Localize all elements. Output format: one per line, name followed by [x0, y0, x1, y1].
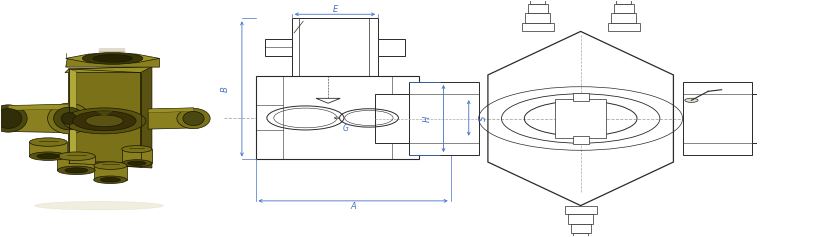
- Ellipse shape: [128, 161, 146, 165]
- Bar: [564, 205, 597, 214]
- Polygon shape: [65, 67, 152, 73]
- Ellipse shape: [63, 108, 146, 134]
- Bar: [570, 224, 591, 232]
- Circle shape: [334, 117, 340, 119]
- Ellipse shape: [72, 111, 136, 131]
- Ellipse shape: [122, 146, 152, 153]
- Bar: [530, 0, 545, 5]
- Ellipse shape: [57, 152, 95, 160]
- Polygon shape: [66, 58, 159, 67]
- Polygon shape: [316, 98, 340, 103]
- Ellipse shape: [177, 108, 210, 129]
- Bar: [613, 5, 633, 13]
- Bar: [409, 82, 479, 155]
- Polygon shape: [8, 104, 69, 110]
- Bar: [265, 39, 292, 56]
- Polygon shape: [94, 166, 127, 180]
- Polygon shape: [8, 104, 69, 133]
- Bar: [573, 136, 588, 144]
- Text: E: E: [332, 5, 338, 14]
- Bar: [574, 232, 588, 237]
- Ellipse shape: [0, 109, 22, 128]
- Ellipse shape: [122, 160, 152, 167]
- Polygon shape: [69, 69, 140, 167]
- Polygon shape: [29, 142, 67, 156]
- Ellipse shape: [183, 111, 204, 126]
- Ellipse shape: [100, 178, 120, 182]
- Ellipse shape: [94, 176, 127, 183]
- Ellipse shape: [29, 138, 67, 146]
- Bar: [752, 94, 786, 143]
- Bar: [419, 97, 451, 139]
- Polygon shape: [69, 69, 76, 163]
- Bar: [611, 13, 637, 23]
- Bar: [568, 214, 593, 224]
- Text: A: A: [350, 201, 356, 210]
- Ellipse shape: [29, 152, 67, 160]
- Ellipse shape: [85, 115, 123, 127]
- Bar: [682, 82, 752, 155]
- Bar: [555, 99, 606, 138]
- Polygon shape: [66, 54, 159, 63]
- Polygon shape: [122, 149, 152, 163]
- Ellipse shape: [57, 166, 95, 175]
- Bar: [616, 0, 631, 5]
- Ellipse shape: [37, 154, 60, 159]
- Bar: [608, 23, 640, 32]
- Bar: [573, 93, 588, 101]
- Polygon shape: [69, 160, 140, 167]
- Ellipse shape: [93, 55, 132, 62]
- Text: G: G: [342, 124, 348, 133]
- Ellipse shape: [35, 201, 164, 210]
- Ellipse shape: [65, 168, 88, 173]
- Text: B: B: [221, 86, 230, 92]
- Bar: [378, 39, 405, 56]
- Polygon shape: [57, 156, 95, 170]
- Bar: [375, 94, 409, 143]
- Ellipse shape: [54, 107, 84, 130]
- Ellipse shape: [61, 113, 76, 124]
- Text: H: H: [422, 115, 432, 122]
- Ellipse shape: [0, 105, 27, 132]
- Polygon shape: [69, 67, 152, 168]
- Text: S: S: [480, 115, 488, 121]
- Ellipse shape: [47, 103, 90, 134]
- Polygon shape: [97, 111, 112, 116]
- Bar: [521, 23, 554, 32]
- Polygon shape: [148, 108, 193, 129]
- Ellipse shape: [82, 53, 143, 64]
- Bar: [292, 18, 378, 77]
- Bar: [256, 77, 419, 160]
- Circle shape: [685, 98, 698, 102]
- Bar: [525, 13, 550, 23]
- Bar: [528, 5, 548, 13]
- Ellipse shape: [94, 162, 127, 169]
- Polygon shape: [148, 108, 193, 113]
